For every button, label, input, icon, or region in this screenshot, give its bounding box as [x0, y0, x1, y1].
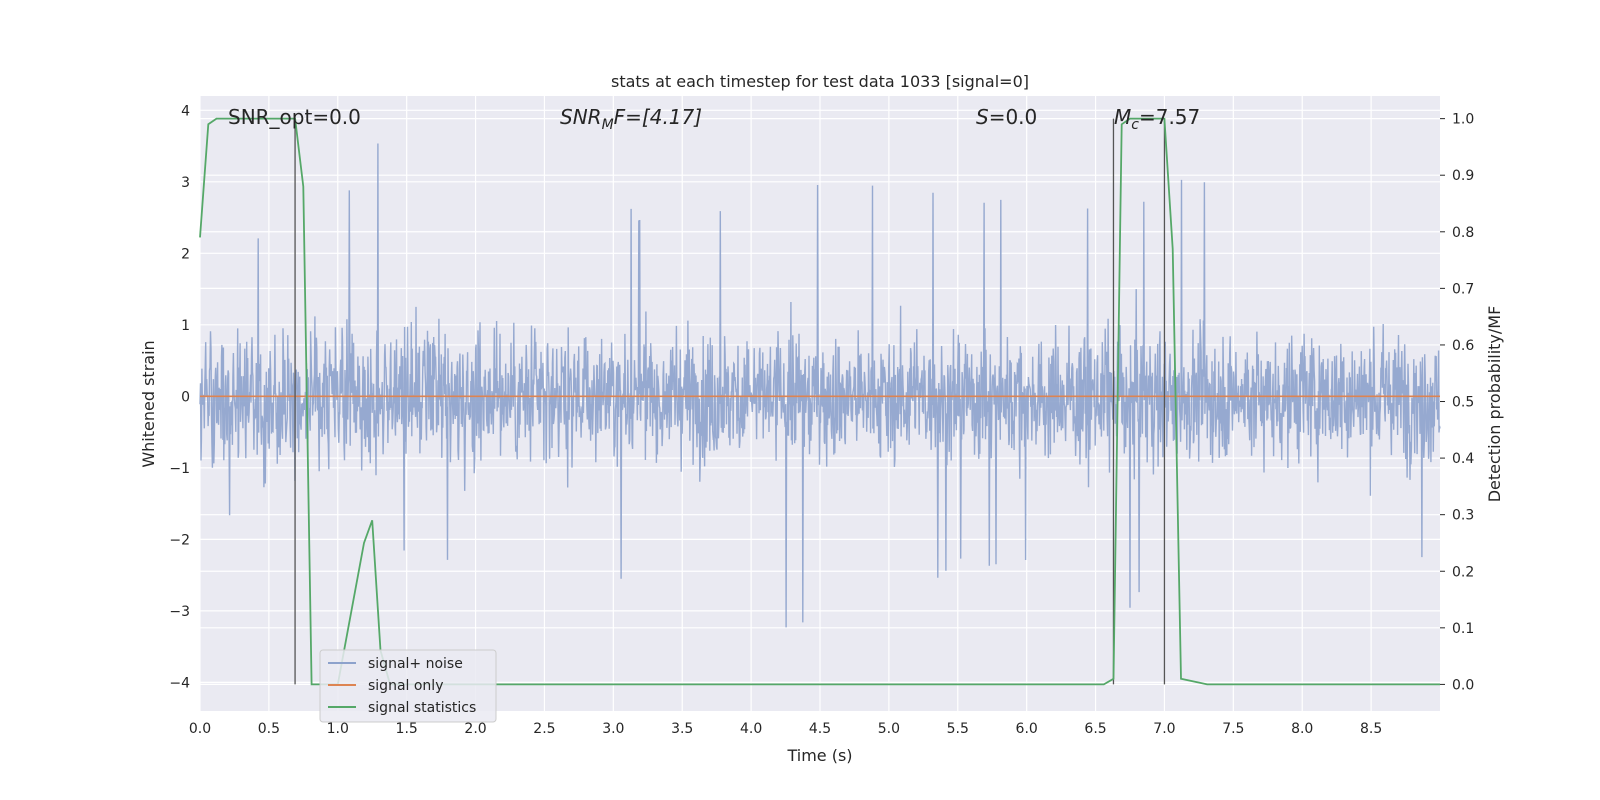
x-tick-label: 0.5 [258, 721, 280, 737]
marker-lines [294, 118, 1166, 685]
x-tick-label: 3.5 [671, 721, 693, 737]
x-axis-label: Time (s) [786, 746, 852, 765]
x-tick-label: 8.0 [1291, 721, 1313, 737]
x-tick-label: 4.5 [809, 721, 831, 737]
annotation-s-var: S [976, 105, 989, 129]
x-tick-label: 4.0 [740, 721, 762, 737]
x-tick-label: 1.0 [327, 721, 349, 737]
x-tick-label: 5.0 [878, 721, 900, 737]
y-tick-label: 4 [181, 103, 190, 119]
legend-label-stats: signal statistics [368, 700, 476, 716]
legend-label-signal: signal only [368, 678, 443, 694]
y-right-tick-label: 0.2 [1452, 564, 1474, 580]
x-tick-label: 5.5 [947, 721, 969, 737]
x-tick-label: 6.5 [1084, 721, 1106, 737]
annotation-snr-mf-base: SNR [560, 105, 602, 129]
signal-statistics-line [199, 117, 1440, 686]
x-tick-label: 3.0 [602, 721, 624, 737]
annotation-mc-base: M [1114, 105, 1131, 129]
y-right-tick-label: 0.0 [1452, 677, 1474, 693]
annotation-snr-mf: SNRMF=[4.17] [560, 105, 702, 133]
y-tick-label: 1 [181, 318, 190, 334]
y-right-tick-label: 0.9 [1452, 168, 1474, 184]
x-tick-label: 1.5 [396, 721, 418, 737]
y-axis-label: Whitened strain [139, 340, 158, 467]
annotation-s-rest: =0.0 [989, 105, 1038, 129]
y-tick-label: 3 [181, 175, 190, 191]
x-tick-label: 6.0 [1016, 721, 1038, 737]
annotation-mc-sub: c [1131, 117, 1139, 133]
legend-box [319, 649, 497, 723]
y-right-tick-label: 0.5 [1452, 395, 1474, 411]
y-tick-label: −4 [169, 675, 190, 691]
signal-noise-line [199, 143, 1441, 628]
y-right-tick-label: 0.7 [1452, 281, 1474, 297]
annotation-snr-mf-sub: M [602, 117, 614, 133]
chart-title: stats at each timestep for test data 103… [611, 72, 1029, 91]
legend-label-noise: signal+ noise [368, 656, 463, 672]
y-tick-label: −2 [169, 532, 190, 548]
y-right-tick-label: 0.3 [1452, 508, 1474, 524]
y-right-tick-label: 0.8 [1452, 225, 1474, 241]
x-tick-label: 7.0 [1153, 721, 1175, 737]
x-tick-label: 7.5 [1222, 721, 1244, 737]
annotation-snr-mf-rest: F=[4.17] [614, 105, 702, 129]
y-tick-label: 2 [181, 246, 190, 262]
y-right-tick-label: 0.6 [1452, 338, 1474, 354]
annotation-mc-rest: =7.57 [1139, 105, 1200, 129]
signal-noise-series [199, 143, 1441, 628]
annotation-s: S=0.0 [976, 105, 1037, 129]
annotation-snr-opt: SNR_opt=0.0 [228, 105, 361, 129]
x-tick-label: 8.5 [1360, 721, 1382, 737]
y-tick-label: 0 [181, 389, 190, 405]
x-tick-label: 0.0 [189, 721, 211, 737]
y-tick-label: −1 [169, 461, 190, 477]
y-right-axis-label: Detection probability/MF [1485, 306, 1504, 503]
signal-statistics-series [199, 117, 1440, 686]
y-right-tick-label: 0.4 [1452, 451, 1474, 467]
x-tick-label: 2.0 [464, 721, 486, 737]
tick-labels: 0.0 0.5 1.0 1.5 2.0 2.5 3.0 3.5 4.0 4.5 5.0 5.5 6.0 6… [169, 103, 1474, 737]
annotation-mc: Mc=7.57 [1114, 105, 1200, 133]
y-tick-label: −3 [169, 604, 190, 620]
legend: signal+ noise signal only signal statist… [319, 649, 497, 723]
y-right-tick-label: 0.1 [1452, 621, 1474, 637]
x-tick-label: 2.5 [533, 721, 555, 737]
y-right-tick-label: 1.0 [1452, 112, 1474, 128]
